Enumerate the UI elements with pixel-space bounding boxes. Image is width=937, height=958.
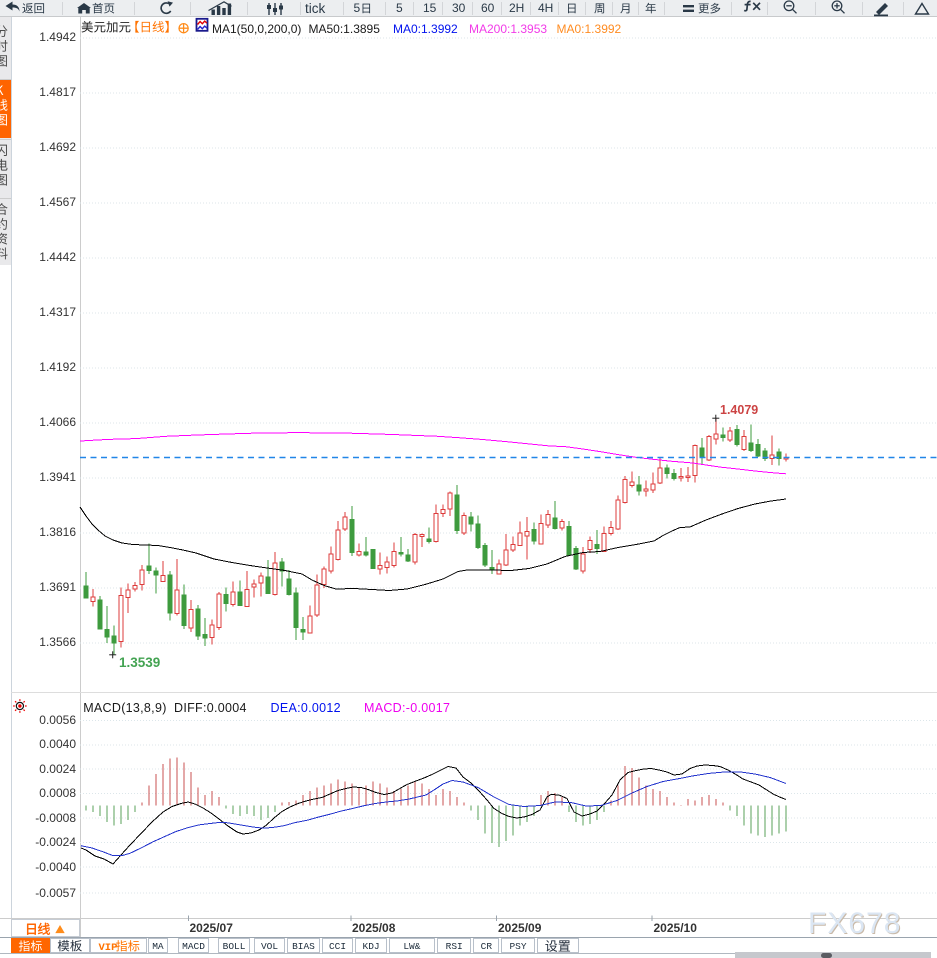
svg-text:VIP: VIP: [99, 942, 118, 954]
svg-text:1.3539: 1.3539: [119, 655, 160, 670]
svg-text:1.4079: 1.4079: [720, 403, 758, 417]
